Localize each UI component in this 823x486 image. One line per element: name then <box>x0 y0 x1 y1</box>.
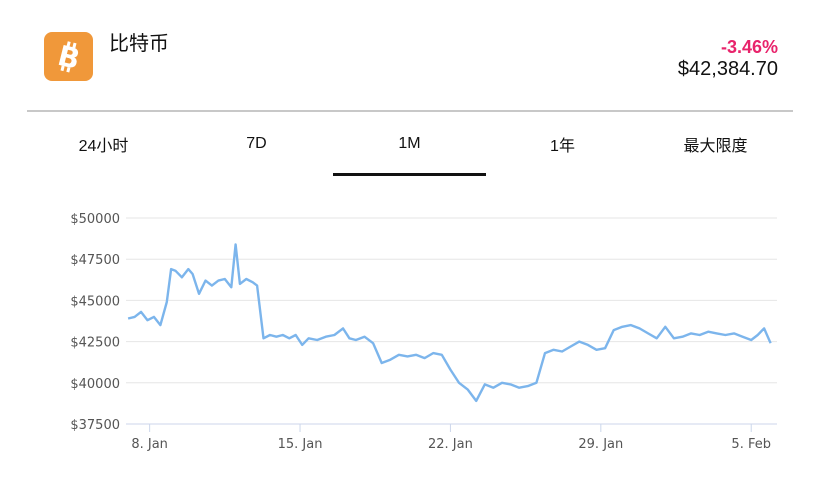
y-tick-label: $45000 <box>70 294 120 309</box>
coin-header: B 比特币 -3.46% $42,384.70 <box>0 0 823 110</box>
chart-grid <box>126 217 777 425</box>
x-tick-label: 29. Jan <box>578 437 623 452</box>
tab-label: 7D <box>246 135 267 152</box>
price-change: -3.46% <box>720 37 778 57</box>
y-tick-label: $42500 <box>70 336 120 351</box>
y-tick-label: $47500 <box>70 253 120 268</box>
tab-label: 1年 <box>550 138 575 155</box>
y-tick-label: $50000 <box>70 212 120 227</box>
x-tick-label: 8. Jan <box>131 437 168 452</box>
tab-1m[interactable]: 1M <box>333 112 486 176</box>
price-block: -3.46% $42,384.70 <box>678 36 778 80</box>
tab-max[interactable]: 最大限度 <box>639 112 792 176</box>
x-tick-label: 5. Feb <box>731 437 771 452</box>
coin-name: 比特币 <box>109 33 169 55</box>
price-chart-svg: $50000 $47500 $45000 $42500 $40000 $37500 8. … <box>70 212 777 452</box>
tab-7d[interactable]: 7D <box>180 112 333 176</box>
tab-label: 24小时 <box>78 138 129 155</box>
tab-label: 最大限度 <box>683 138 748 155</box>
timeframe-tabs: 24小时 7D 1M 1年 最大限度 <box>27 112 793 176</box>
price-line <box>127 243 772 403</box>
header-divider <box>27 110 793 112</box>
current-price: $42,384.70 <box>677 58 778 80</box>
x-tick-label: 15. Jan <box>278 437 323 452</box>
y-tick-label: $37500 <box>70 418 120 433</box>
tab-label: 1M <box>398 135 421 152</box>
tab-24h[interactable]: 24小时 <box>27 112 180 176</box>
bitcoin-icon: B <box>44 32 93 81</box>
tab-1y[interactable]: 1年 <box>486 112 639 176</box>
price-chart[interactable]: $50000 $47500 $45000 $42500 $40000 $37500 8. … <box>0 190 823 481</box>
y-tick-label: $40000 <box>70 377 120 392</box>
bitcoin-glyph: B <box>55 41 83 73</box>
y-axis-ticks: $50000 $47500 $45000 $42500 $40000 $37500 <box>70 212 120 433</box>
x-tick-label: 22. Jan <box>428 437 473 452</box>
x-axis-ticks: 8. Jan 15. Jan 22. Jan 29. Jan 5. Feb <box>131 424 771 452</box>
